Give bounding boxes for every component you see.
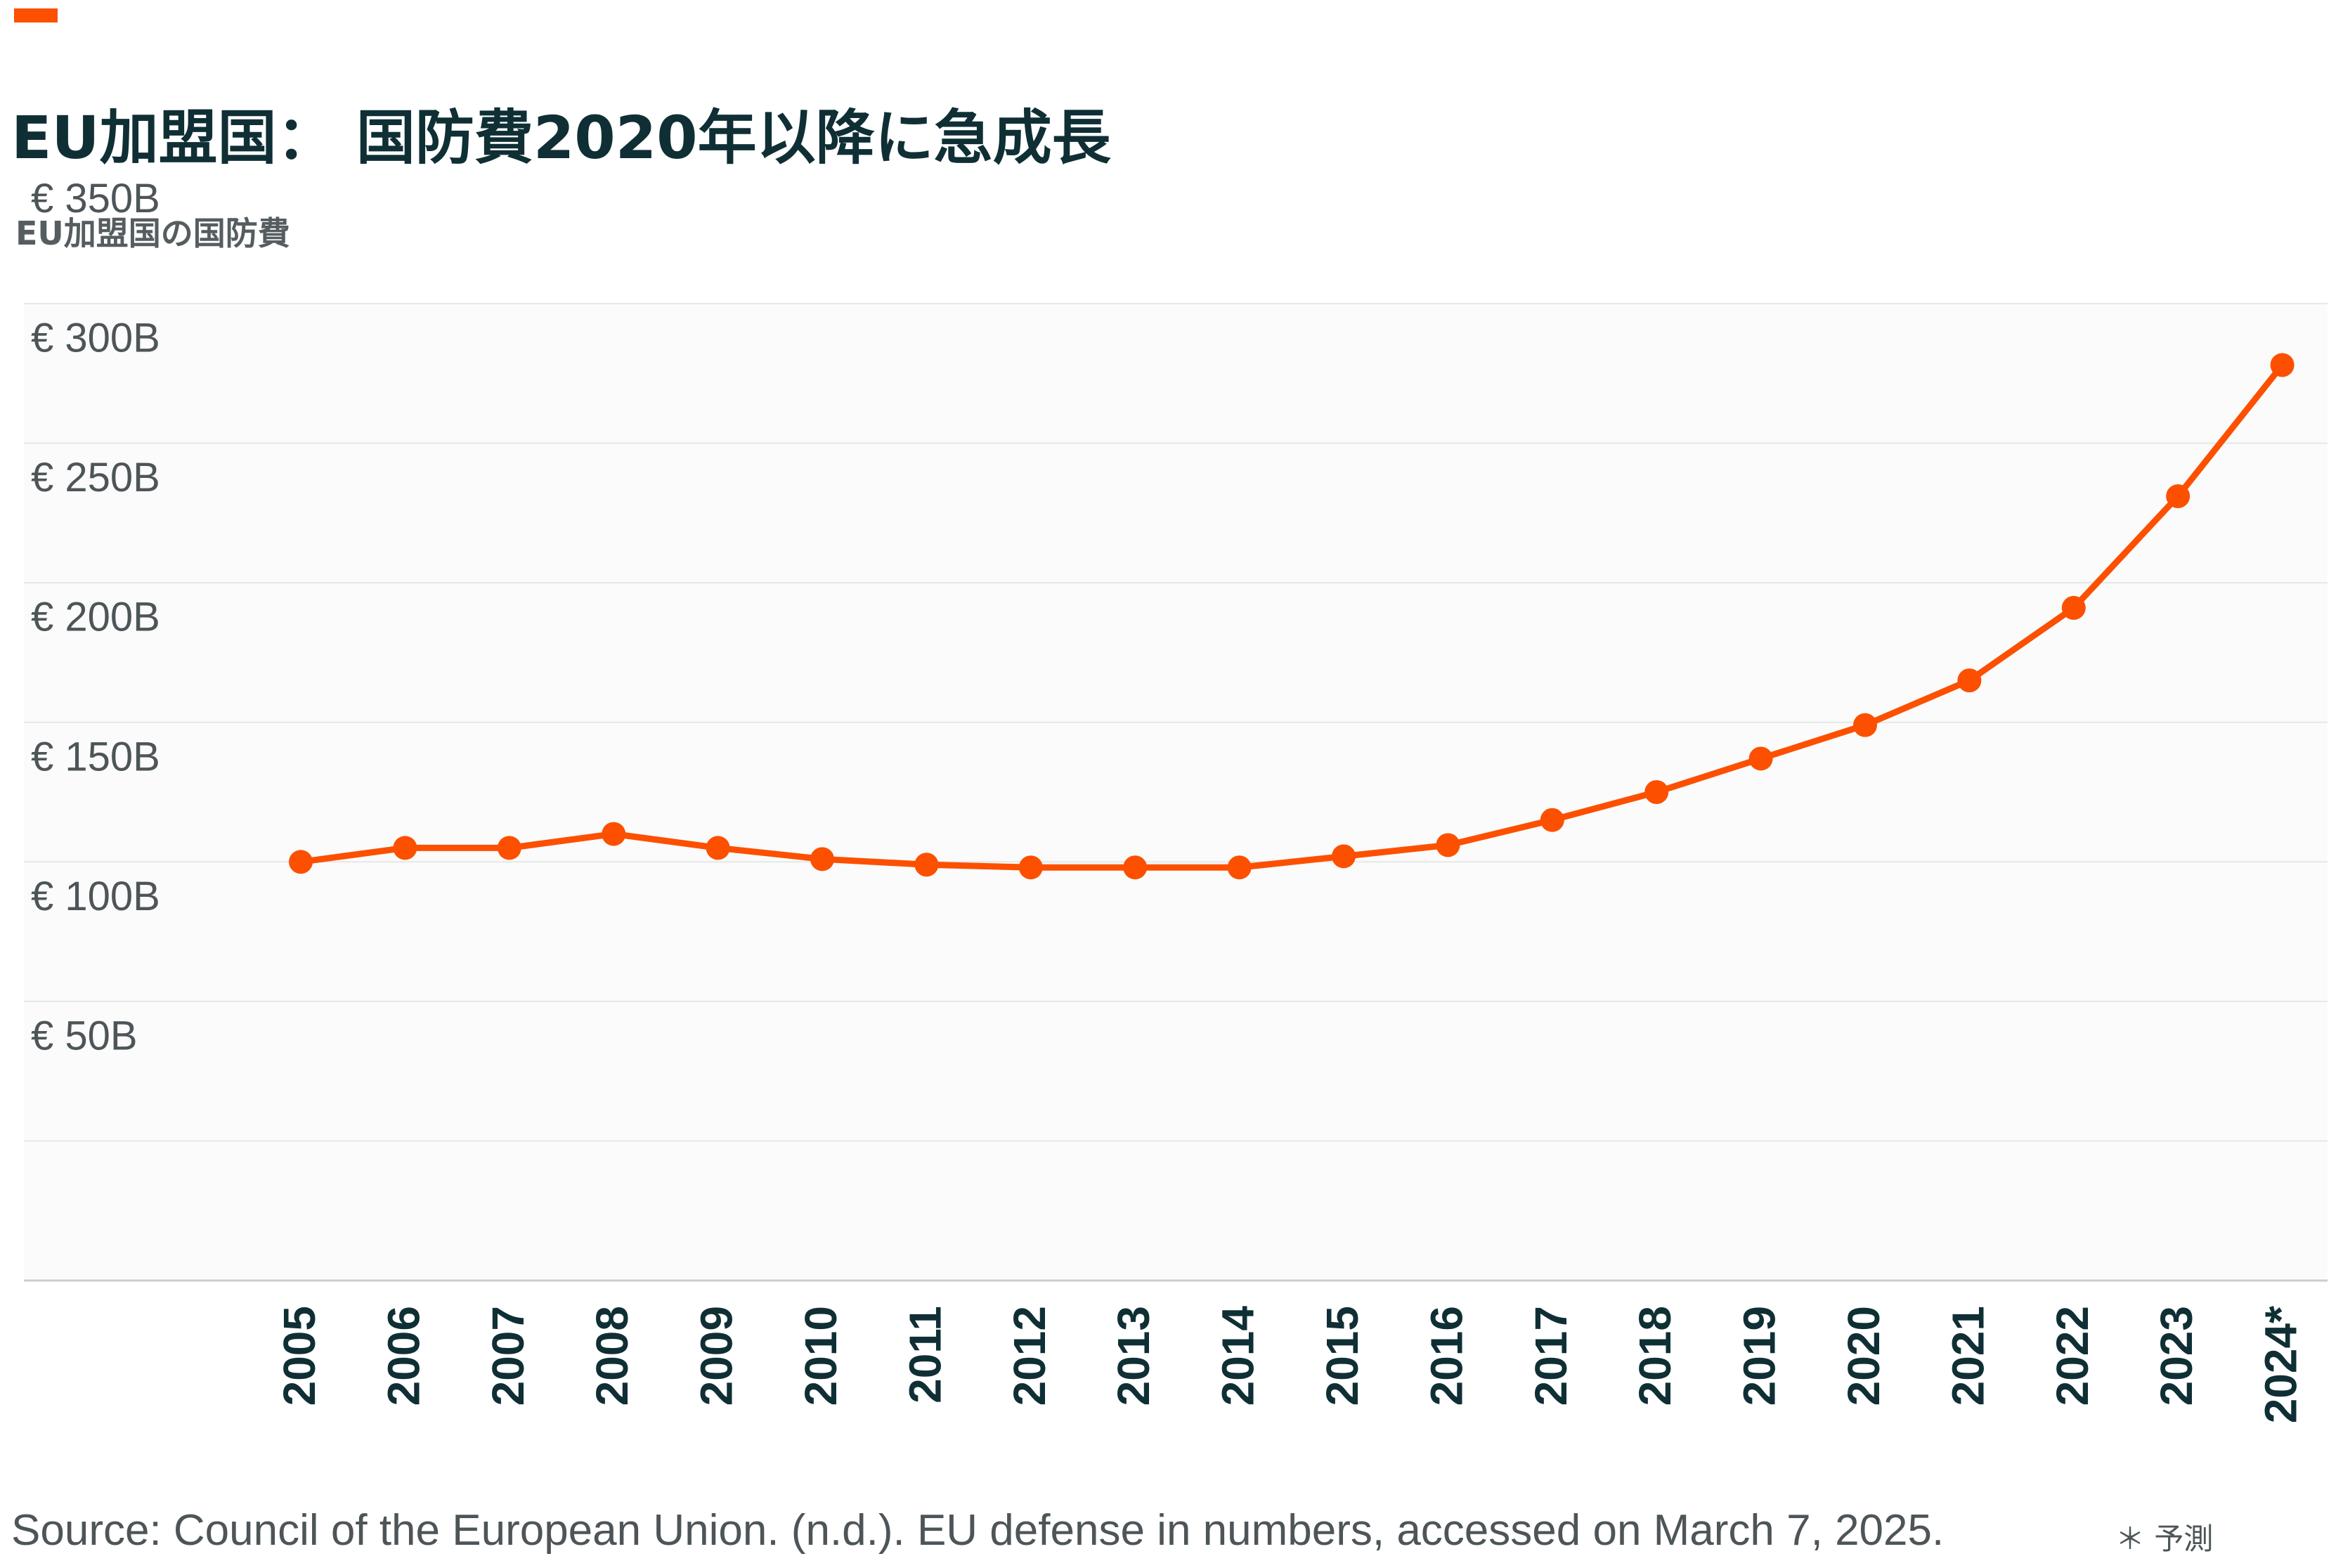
x-tick-label: 2013 [1108,1306,1159,1406]
x-tick-label: 2007 [483,1306,533,1406]
x-tick-label: 2010 [796,1306,846,1406]
data-point [1436,833,1460,857]
accent-bar [14,8,58,22]
x-tick-label: 2024* [2256,1306,2306,1423]
data-point [393,836,417,860]
data-point [1227,855,1252,880]
chart-subtitle: EU加盟国の国防費 [15,214,290,252]
x-tick-label: 2017 [1526,1306,1576,1406]
source-note: Source: Council of the European Union. (… [11,1506,1945,1555]
data-point [1018,855,1043,880]
chart-title: EU加盟国： 国防費2020年以降に急成長 [11,103,1111,172]
y-tick-label: € 250B [31,455,160,500]
data-point [1853,713,1877,737]
x-tick-label: 2014 [1213,1306,1264,1406]
y-tick-label: € 350B [31,176,160,221]
x-tick-label: 2016 [1421,1306,1472,1406]
plot-area [24,304,2328,1281]
y-tick-label: € 200B [31,595,160,640]
series-line [297,361,2286,871]
x-tick-label: 2020 [1838,1306,1889,1406]
data-point [1332,844,1356,869]
x-tick-label: 2005 [274,1306,325,1406]
x-tick-label: 2015 [1317,1306,1368,1406]
x-tick-label: 2012 [1004,1306,1055,1406]
x-tick-label: 2023 [2151,1306,2202,1406]
x-tick-label: 2018 [1630,1306,1680,1406]
y-tick-label: € 300B [31,316,160,361]
forecast-footnote: ＊ 予測 [2115,1522,2214,1556]
data-point [914,853,939,877]
data-point [810,847,834,872]
data-point [1123,855,1148,880]
data-point [706,836,730,860]
x-tick-label: 2006 [378,1306,429,1406]
data-point [1644,780,1669,804]
data-point [2061,595,2086,620]
x-tick-label: 2011 [900,1306,950,1404]
data-point [2166,484,2191,509]
y-tick-label: € 150B [31,734,160,779]
data-point [497,836,521,860]
y-tick-label: € 50B [31,1013,138,1058]
data-point [1748,746,1773,771]
x-tick-label: 2019 [1734,1306,1785,1406]
x-tick-label: 2009 [692,1306,742,1406]
data-point [2270,353,2295,377]
x-tick-label: 2008 [587,1306,637,1406]
y-tick-label: € 100B [31,874,160,919]
x-tick-label: 2022 [2047,1306,2098,1406]
data-point [1540,808,1564,832]
x-tick-label: 2021 [1942,1306,1993,1406]
data-point [1957,668,1982,693]
data-point [602,822,626,846]
data-point [289,850,313,874]
